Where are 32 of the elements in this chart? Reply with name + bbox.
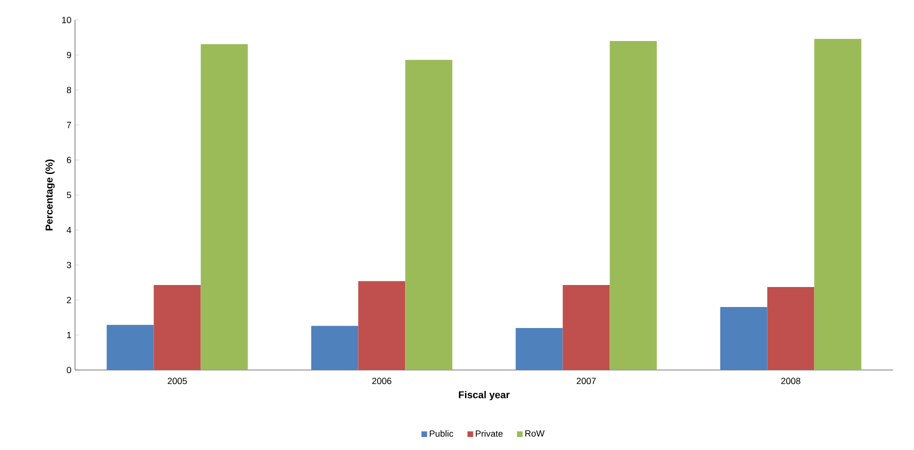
bar xyxy=(200,44,248,370)
y-tick-label: 4 xyxy=(66,226,72,234)
y-tick-label: 2 xyxy=(66,296,72,304)
y-tick-label: 6 xyxy=(66,156,72,164)
bar xyxy=(562,284,610,370)
bar xyxy=(767,287,814,370)
x-tick-label: 2006 xyxy=(372,378,392,384)
bar xyxy=(516,328,563,370)
y-tick-label: 7 xyxy=(66,122,72,128)
bar xyxy=(358,281,406,370)
bar xyxy=(814,38,862,370)
bar xyxy=(405,60,452,370)
y-tick-label: 0 xyxy=(66,366,72,374)
y-tick-label: 3 xyxy=(66,262,72,268)
y-tick-label: 9 xyxy=(66,52,72,58)
y-tick-label: 10 xyxy=(62,16,72,24)
x-tick-label: 2007 xyxy=(576,378,596,384)
y-axis-title: Percentage (%) xyxy=(45,160,55,230)
legend-label: Private xyxy=(476,430,503,437)
x-tick-label: 2005 xyxy=(168,378,187,384)
y-tick-label: 5 xyxy=(66,192,72,198)
bar xyxy=(154,284,201,370)
x-axis-title: Fiscal year xyxy=(458,390,510,400)
y-tick-label: 1 xyxy=(67,332,72,338)
bar xyxy=(311,326,358,370)
bar xyxy=(106,324,154,370)
x-tick-label: 2008 xyxy=(781,378,800,384)
bar xyxy=(720,307,768,370)
legend-label: Public xyxy=(430,430,454,437)
legend-label: RoW xyxy=(525,430,545,437)
bar xyxy=(610,40,657,370)
y-tick-label: 8 xyxy=(66,86,72,94)
